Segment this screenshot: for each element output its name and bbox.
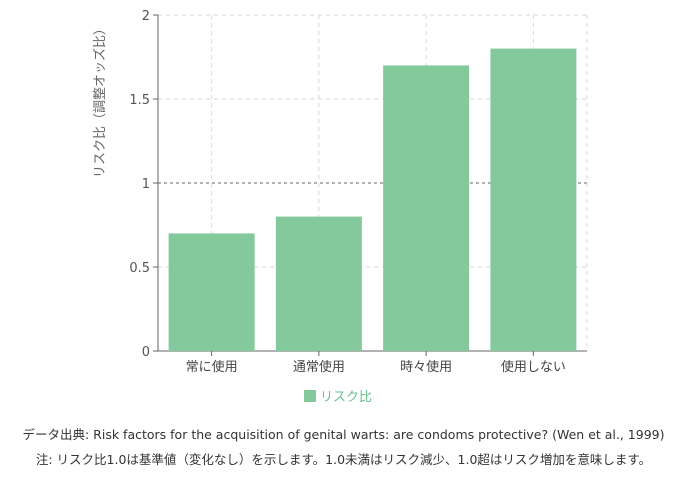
bars [168,48,577,352]
y-tick-label: 2 [142,9,150,24]
bar-3 [383,65,470,352]
legend-swatch [304,390,316,402]
y-axis-label: リスク比（調整オッズ比） [92,22,108,178]
x-tick-label: 通常使用 [293,359,345,375]
y-tick-label: 0 [142,345,150,360]
data-source: データ出典: Risk factors for the acquisition … [22,427,665,442]
y-tick-labels: 0 0.5 1 1.5 2 [129,9,150,360]
bar-2 [275,216,362,351]
y-tick-label: 1 [142,177,150,192]
bar-1 [168,233,255,351]
bar-4 [490,48,577,351]
x-tick-label: 常に使用 [186,359,238,375]
x-tick-label: 使用しない [501,359,566,375]
x-tick-labels: 常に使用 通常使用 時々使用 使用しない [186,359,566,375]
chart-note: 注: リスク比1.0は基準値（変化なし）を示します。1.0未満はリスク減少、1.… [35,452,652,467]
legend: リスク比 [304,390,372,405]
x-tick-label: 時々使用 [400,359,452,375]
y-tick-label: 0.5 [129,261,150,276]
y-tick-label: 1.5 [129,93,150,108]
risk-ratio-bar-chart: 0 0.5 1 1.5 2 常に使用 通常使用 時々使用 使用しない リスク比（調整オッズ比）… [92,9,588,405]
legend-label: リスク比 [320,390,372,405]
